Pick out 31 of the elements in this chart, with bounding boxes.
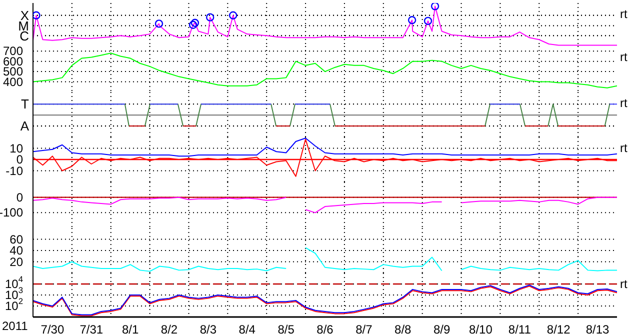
text: rt: [620, 96, 628, 110]
x-tick-label: 7/31: [80, 322, 104, 334]
y-tick-label: 20: [10, 254, 24, 269]
x-tick-label: 8/11: [508, 322, 532, 334]
text: rt: [620, 141, 628, 155]
x-tick-label: 8/1: [122, 322, 139, 334]
ref-line-label: X: [20, 8, 30, 23]
y-tick-label: 10: [10, 141, 24, 156]
text: rt: [620, 7, 628, 21]
y-tick-label: 0: [16, 190, 24, 204]
ref-line-label: T: [21, 96, 30, 112]
text: rt: [620, 50, 628, 64]
x-tick-label: 8/7: [356, 322, 373, 334]
x-tick-label: 8/8: [394, 322, 412, 334]
y-tick-label: -10: [6, 164, 24, 178]
x-axis-title: 2011: [2, 319, 28, 333]
x-tick-label: 8/3: [200, 322, 217, 334]
y-tick-label: 0: [16, 152, 24, 166]
x-tick-label: 8/2: [160, 322, 178, 334]
ref-line-label: A: [20, 118, 30, 134]
x-tick-label: 8/10: [469, 322, 493, 334]
x-tick-label: 8/9: [433, 322, 450, 334]
x-tick-label: 8/13: [586, 322, 610, 334]
x-tick-label: 7/30: [40, 322, 64, 334]
y-tick-label: 60: [10, 232, 24, 246]
y-tick-label: 40: [10, 244, 24, 258]
x-tick-label: 8/4: [238, 322, 256, 334]
text: rt: [620, 277, 628, 291]
x-tick-label: 8/5: [278, 322, 295, 334]
x-tick-label: 8/12: [546, 322, 571, 334]
x-tick-label: 8/6: [316, 322, 334, 334]
